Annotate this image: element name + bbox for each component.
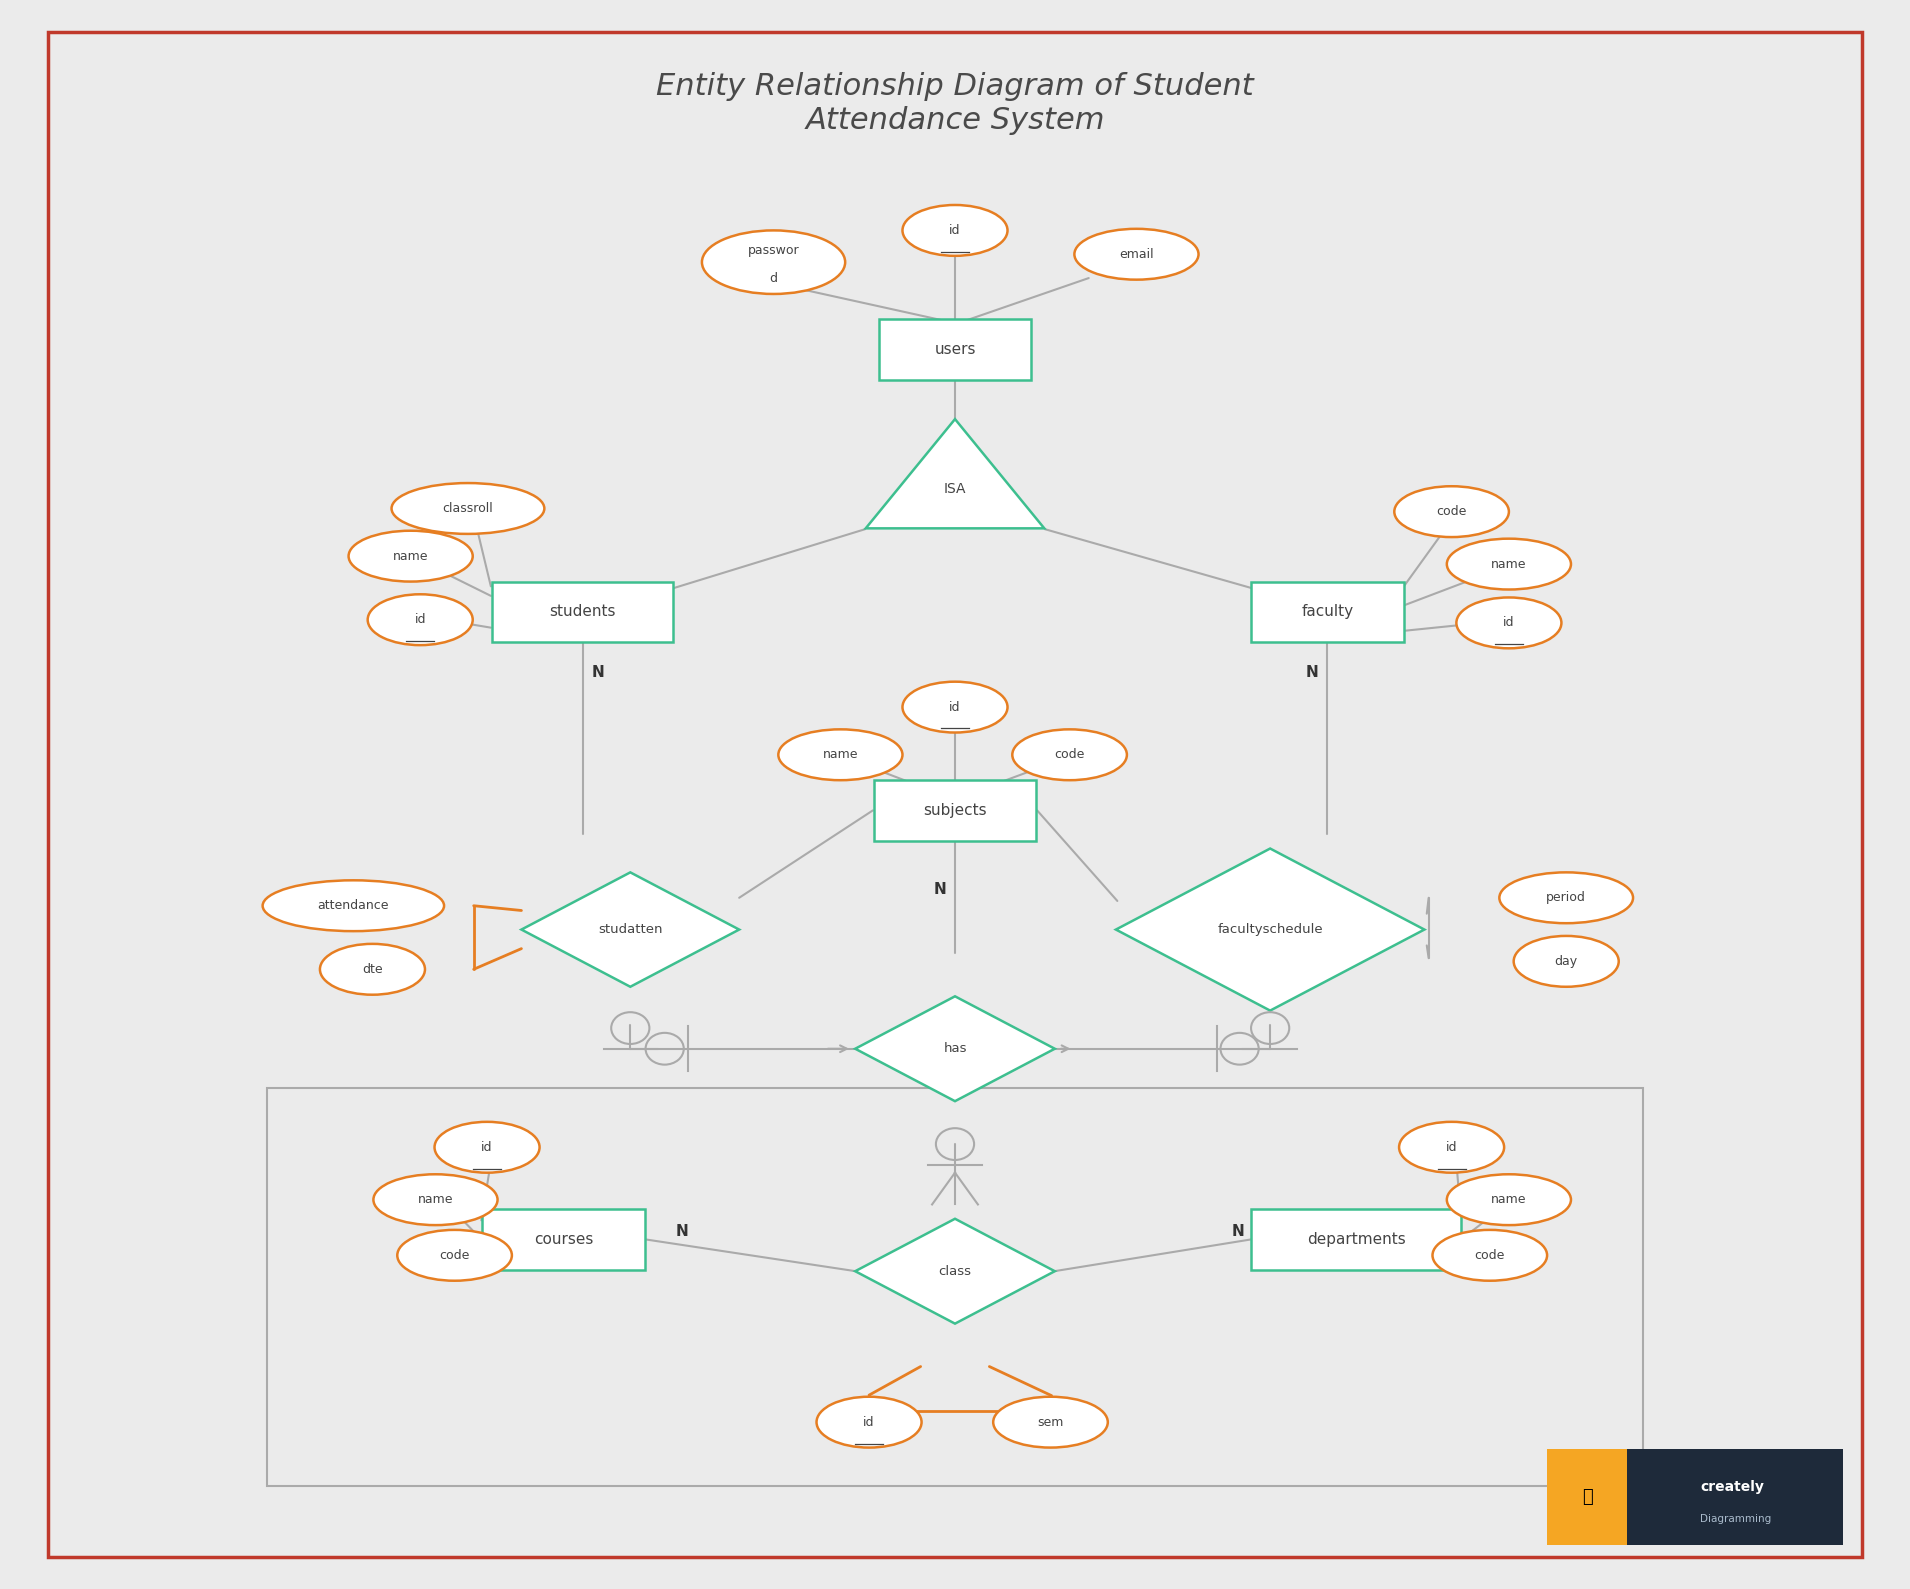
- Text: sem: sem: [1037, 1416, 1064, 1429]
- FancyBboxPatch shape: [1547, 1449, 1843, 1545]
- FancyBboxPatch shape: [1251, 1209, 1461, 1270]
- Ellipse shape: [1073, 229, 1199, 280]
- Ellipse shape: [779, 729, 903, 780]
- Text: subjects: subjects: [923, 802, 987, 818]
- Text: id: id: [414, 613, 426, 626]
- Text: faculty: faculty: [1301, 604, 1354, 620]
- Polygon shape: [865, 419, 1045, 528]
- Ellipse shape: [903, 682, 1008, 733]
- FancyBboxPatch shape: [1251, 582, 1404, 642]
- Ellipse shape: [397, 1230, 512, 1281]
- FancyBboxPatch shape: [267, 1088, 1643, 1486]
- Text: id: id: [1503, 617, 1515, 629]
- Ellipse shape: [1448, 1174, 1572, 1225]
- Ellipse shape: [1012, 729, 1127, 780]
- Text: students: students: [550, 604, 615, 620]
- Text: id: id: [863, 1416, 875, 1429]
- FancyBboxPatch shape: [481, 1209, 646, 1270]
- Text: name: name: [393, 550, 428, 563]
- Text: d: d: [770, 272, 777, 284]
- Text: passwor: passwor: [747, 245, 800, 257]
- Ellipse shape: [1448, 539, 1572, 590]
- Text: 💡: 💡: [1581, 1487, 1593, 1506]
- Polygon shape: [856, 1219, 1054, 1324]
- Text: departments: departments: [1306, 1231, 1406, 1247]
- Polygon shape: [1115, 849, 1425, 1011]
- Text: code: code: [439, 1249, 470, 1262]
- FancyBboxPatch shape: [875, 780, 1037, 841]
- Text: N: N: [592, 664, 604, 680]
- Text: ISA: ISA: [944, 481, 966, 496]
- Text: N: N: [1232, 1224, 1243, 1239]
- Ellipse shape: [903, 205, 1008, 256]
- Text: code: code: [1436, 505, 1467, 518]
- Text: code: code: [1475, 1249, 1505, 1262]
- Text: N: N: [676, 1224, 688, 1239]
- Text: id: id: [949, 701, 961, 713]
- Text: N: N: [934, 882, 945, 898]
- Text: creately: creately: [1700, 1481, 1763, 1494]
- Ellipse shape: [321, 944, 424, 995]
- Ellipse shape: [1432, 1230, 1547, 1281]
- Text: Entity Relationship Diagram of Student
Attendance System: Entity Relationship Diagram of Student A…: [657, 72, 1253, 135]
- Text: has: has: [944, 1042, 966, 1055]
- Ellipse shape: [1398, 1122, 1505, 1173]
- Text: email: email: [1119, 248, 1154, 261]
- Ellipse shape: [348, 531, 474, 582]
- Ellipse shape: [703, 230, 846, 294]
- Text: studatten: studatten: [598, 923, 663, 936]
- FancyBboxPatch shape: [879, 319, 1031, 380]
- Polygon shape: [521, 872, 739, 987]
- Ellipse shape: [367, 594, 474, 645]
- Ellipse shape: [262, 880, 443, 931]
- Text: users: users: [934, 342, 976, 358]
- Text: Diagramming: Diagramming: [1700, 1514, 1771, 1524]
- Text: courses: courses: [533, 1231, 594, 1247]
- Ellipse shape: [1457, 597, 1562, 648]
- Ellipse shape: [993, 1397, 1108, 1448]
- Ellipse shape: [392, 483, 544, 534]
- Text: day: day: [1555, 955, 1578, 968]
- Text: id: id: [949, 224, 961, 237]
- Text: code: code: [1054, 748, 1085, 761]
- FancyBboxPatch shape: [493, 582, 674, 642]
- Text: name: name: [418, 1193, 453, 1206]
- Text: id: id: [1446, 1141, 1457, 1154]
- Text: classroll: classroll: [443, 502, 493, 515]
- Ellipse shape: [1513, 936, 1620, 987]
- Text: class: class: [938, 1265, 972, 1278]
- Ellipse shape: [1499, 872, 1633, 923]
- Text: facultyschedule: facultyschedule: [1217, 923, 1324, 936]
- Text: name: name: [1492, 558, 1526, 570]
- Text: id: id: [481, 1141, 493, 1154]
- Ellipse shape: [435, 1122, 539, 1173]
- Text: dte: dte: [363, 963, 382, 976]
- FancyBboxPatch shape: [48, 32, 1862, 1557]
- Text: attendance: attendance: [317, 899, 390, 912]
- Text: N: N: [1306, 664, 1318, 680]
- Ellipse shape: [374, 1174, 497, 1225]
- Ellipse shape: [817, 1397, 923, 1448]
- Text: period: period: [1547, 891, 1585, 904]
- Text: name: name: [1492, 1193, 1526, 1206]
- Ellipse shape: [1394, 486, 1509, 537]
- Polygon shape: [856, 996, 1054, 1101]
- Text: name: name: [823, 748, 858, 761]
- FancyBboxPatch shape: [1547, 1449, 1627, 1545]
